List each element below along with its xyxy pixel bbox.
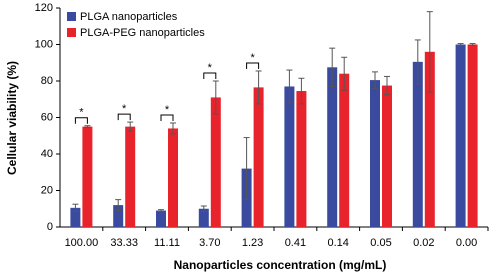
error-bar (84, 125, 91, 129)
y-tick-label: 80 (41, 75, 53, 87)
annotation: * (165, 104, 170, 116)
y-tick-label: 100 (35, 38, 53, 50)
bar (168, 128, 178, 227)
error-bar (158, 209, 164, 212)
error-bar (372, 71, 378, 89)
error-bar (170, 122, 176, 135)
x-tick-label: 0.00 (456, 237, 477, 249)
bar (424, 51, 435, 227)
error-bar (212, 80, 219, 115)
bar (382, 85, 392, 227)
significance-bracket (246, 62, 260, 69)
significance-bracket (74, 117, 88, 124)
annotation: * (208, 62, 213, 74)
x-tick-label: 0.14 (327, 237, 348, 249)
x-tick-label: 3.70 (199, 237, 220, 249)
error-bar (298, 77, 305, 105)
bar (296, 91, 307, 227)
y-tick-label: 20 (41, 184, 53, 196)
bar (156, 210, 166, 227)
error-bar (426, 11, 433, 93)
x-axis-label: Nanoparticles concentration (mg/mL) (174, 258, 387, 272)
error-bar (127, 121, 134, 132)
legend-swatch (67, 12, 76, 21)
bar (339, 73, 350, 227)
bar (82, 126, 93, 227)
annotation: * (250, 52, 255, 64)
x-tick-label: 1.23 (242, 237, 263, 249)
y-tick-label: 0 (47, 221, 53, 233)
significance-bracket (117, 113, 131, 121)
bar (70, 207, 81, 227)
error-bar (414, 39, 421, 85)
error-bar (200, 205, 207, 212)
bar (210, 97, 221, 227)
x-tick-label: 0.41 (285, 237, 306, 249)
bar (467, 44, 478, 227)
bar (284, 86, 295, 227)
bar (412, 61, 423, 228)
error-bar (286, 69, 293, 104)
error-bar (329, 47, 336, 87)
error-bar (341, 56, 348, 91)
annotation: * (79, 107, 84, 119)
x-tick-label: 11.11 (154, 237, 180, 249)
significance-bracket (203, 72, 217, 79)
y-tick-label: 60 (41, 111, 53, 123)
error-bar (255, 70, 262, 105)
error-bar (457, 43, 464, 46)
bar (125, 126, 136, 227)
error-bar (115, 199, 122, 212)
legend-swatch (67, 28, 76, 37)
legend-label: PLGA nanoparticles (80, 11, 178, 23)
bar (113, 205, 124, 227)
x-tick-label: 100.00 (65, 237, 99, 249)
annotation: * (122, 103, 127, 115)
error-bar (72, 203, 79, 212)
x-tick-label: 0.02 (413, 237, 434, 249)
bar (253, 87, 264, 227)
error-bar (469, 43, 476, 46)
error-bar (384, 75, 390, 96)
error-bar (243, 137, 250, 201)
bar (455, 44, 466, 227)
y-axis-label: Cellular viability (%) (5, 61, 19, 175)
x-tick-label: 0.05 (370, 237, 391, 249)
bar (327, 67, 338, 227)
y-tick-label: 120 (35, 2, 53, 14)
significance-bracket (160, 114, 174, 121)
legend-label: PLGA-PEG nanoparticles (80, 27, 205, 39)
bar (370, 80, 380, 228)
y-tick-label: 40 (41, 148, 53, 160)
x-tick-label: 33.33 (110, 237, 138, 249)
bar (198, 208, 209, 227)
